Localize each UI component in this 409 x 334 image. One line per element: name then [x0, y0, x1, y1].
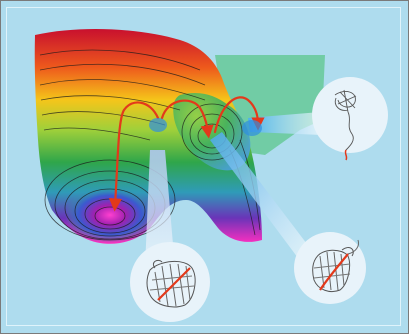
pathway-arrow-1: [108, 101, 160, 212]
intermediate-barrel-protein-icon: [312, 239, 359, 293]
energy-minimum-well: [65, 187, 155, 243]
callout-beam-folded: [145, 150, 175, 268]
callout-beam-unfolded: [248, 112, 322, 135]
inset-circle-intermediate: [294, 232, 366, 304]
unfolded-protein-icon: [334, 89, 357, 161]
callout-beam-intermediate: [210, 132, 310, 258]
folding-pathway-arrows: [108, 96, 265, 212]
pathway-arrow-3: [213, 96, 265, 134]
transition-highlight-right: [242, 120, 262, 136]
folded-barrel-protein-icon: [146, 259, 196, 308]
inset-circle-unfolded: [312, 77, 388, 153]
transition-highlight-left: [149, 118, 167, 132]
figure-inner-border: [6, 7, 401, 326]
pathway-arrow-2: [160, 99, 214, 139]
inset-circle-folded: [130, 242, 210, 322]
